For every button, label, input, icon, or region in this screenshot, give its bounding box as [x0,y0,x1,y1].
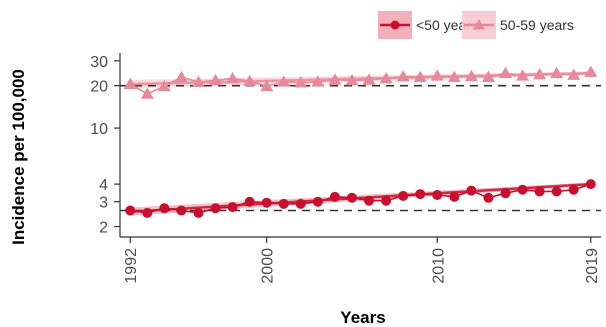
data-point [516,69,530,81]
data-point [551,186,562,197]
data-point [346,192,357,203]
y-tick-label: 20 [90,79,108,96]
data-point [174,70,188,82]
data-point [244,196,255,207]
data-point [534,186,545,197]
data-point [584,65,598,77]
data-point [481,70,495,82]
data-point [533,67,547,80]
series-line-0 [130,183,592,214]
data-point [329,191,340,202]
series-marks [123,65,598,218]
data-point [142,207,153,218]
y-axis-title: Incidence per 100,000 [9,69,28,245]
data-point [449,191,460,202]
axes: 2 34 10 20 30 1992 2000 2010 2019 [90,53,601,284]
data-point [345,73,359,86]
y-tick-label: 10 [90,121,108,138]
reference-lines [120,84,601,212]
data-point [123,77,137,90]
data-point [176,205,187,216]
legend: <50 years 50-59 years [378,11,574,39]
data-point [379,71,393,84]
data-point [209,73,223,86]
data-point [464,69,478,82]
series-line-1 [129,71,591,95]
data-point [430,69,444,81]
data-point [125,205,136,216]
x-tick-label: 2000 [260,248,277,284]
data-point [311,75,325,87]
data-point [466,185,477,196]
data-point [362,73,376,85]
data-point [550,66,564,79]
data-point [193,207,204,218]
x-tick-label: 1992 [123,248,140,284]
data-point [447,70,461,82]
data-point [413,70,427,82]
data-point [312,196,323,207]
data-point [261,197,272,208]
y-tick-label: 30 [90,54,108,71]
data-point [191,75,205,87]
data-point [159,203,170,214]
data-point [294,76,308,88]
legend-label-1: 50-59 years [500,17,574,33]
data-point [243,74,257,87]
data-point [517,184,528,195]
data-point [568,184,579,195]
data-point [140,87,154,99]
y-tick-label: 2 [99,220,108,237]
x-tick-label: 2019 [584,248,601,284]
data-point [396,70,410,82]
data-point [364,195,375,206]
data-point [585,179,596,190]
data-point [567,68,581,80]
data-point [278,198,289,209]
data-point [498,66,512,79]
legend-marker-0 [390,20,400,30]
legend-marker-1 [473,19,485,30]
data-point [415,189,426,200]
data-point [260,79,274,92]
data-point [398,190,409,201]
fit-line-0 [130,182,591,213]
x-axis-title: Years [340,308,385,327]
data-point [226,71,240,84]
data-point [328,73,342,85]
data-point [157,79,171,92]
data-point [227,202,238,213]
data-point [277,75,291,87]
data-point [381,195,392,206]
x-tick-label: 2010 [430,248,447,284]
data-point [432,189,443,200]
y-tick-label: 3 [99,195,108,212]
data-point [210,203,221,214]
y-tick-label: 4 [99,177,108,194]
data-point [483,192,494,203]
data-point [295,198,306,209]
data-point [500,188,511,199]
